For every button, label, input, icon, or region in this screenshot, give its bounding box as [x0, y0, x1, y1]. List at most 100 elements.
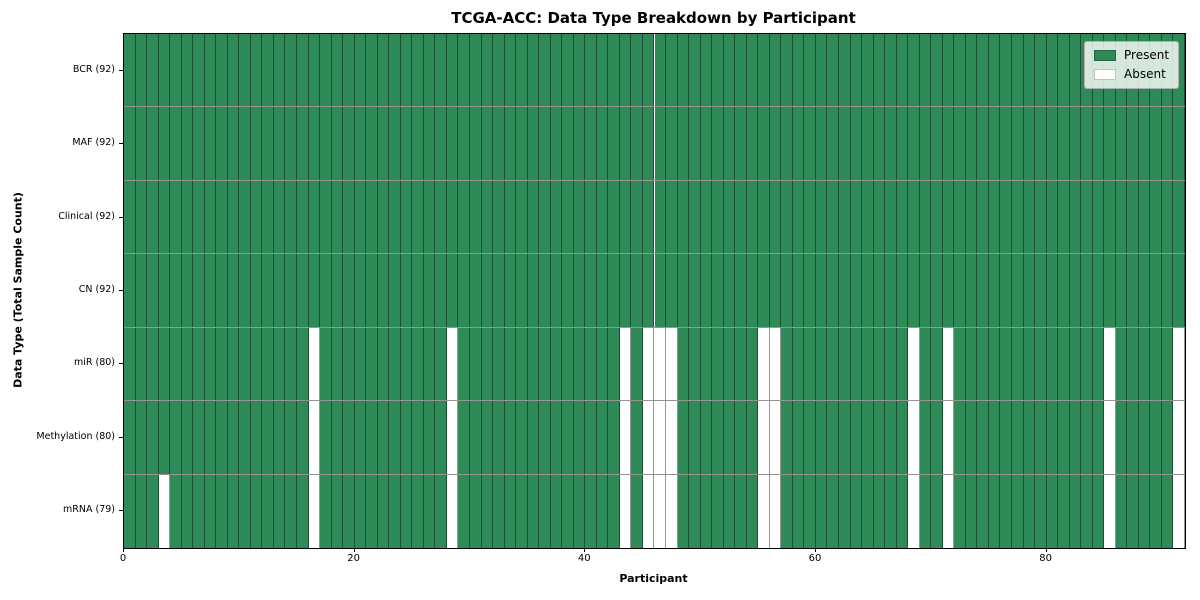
matrix-cell: [435, 34, 447, 107]
y-tick-mark: [119, 69, 123, 71]
matrix-cell: [885, 401, 897, 474]
matrix-cell: [677, 107, 690, 180]
matrix-cell: [735, 34, 747, 107]
matrix-cell: [250, 474, 263, 548]
matrix-cell: [1058, 254, 1070, 327]
matrix-cell: [400, 180, 413, 254]
matrix-cell: [469, 107, 482, 180]
matrix-cell: [1023, 180, 1036, 254]
y-tick-mark: [119, 290, 123, 291]
y-tick-label-clinical: Clinical (92): [58, 210, 115, 222]
matrix-cell: [873, 474, 886, 548]
matrix-cell: [1173, 180, 1185, 254]
matrix-cell: [527, 107, 540, 180]
matrix-cell: [804, 34, 816, 107]
matrix-cell: [769, 474, 782, 548]
matrix-cell: [493, 180, 505, 254]
matrix-cell: [666, 254, 678, 327]
matrix-cell: [908, 180, 920, 254]
matrix-cell: [216, 254, 228, 327]
matrix-cell: [181, 107, 194, 180]
legend-label-present: Present: [1124, 48, 1170, 62]
matrix-cell: [965, 107, 978, 180]
matrix-cell: [493, 107, 505, 180]
matrix-cell: [239, 327, 251, 401]
matrix-cell: [792, 34, 805, 107]
matrix-cell: [446, 474, 459, 548]
matrix-cell: [273, 327, 286, 401]
matrix-cell: [758, 474, 770, 548]
matrix-cell: [942, 107, 955, 180]
matrix-cell: [1058, 401, 1070, 474]
matrix-cell: [758, 254, 770, 327]
matrix-cell: [781, 327, 793, 401]
matrix-cell: [285, 327, 297, 401]
matrix-cell: [412, 107, 424, 180]
matrix-cell: [735, 401, 747, 474]
matrix-cell: [366, 34, 378, 107]
matrix-cell: [204, 107, 217, 180]
matrix-cell: [1092, 327, 1105, 401]
x-tick-mark: [353, 548, 355, 552]
matrix-cell: [619, 401, 632, 474]
matrix-cell: [1069, 34, 1082, 107]
matrix-cell: [296, 107, 309, 180]
matrix-cell: [1023, 474, 1036, 548]
matrix-cell: [250, 107, 263, 180]
matrix-cell: [585, 107, 597, 180]
matrix-cell: [504, 180, 517, 254]
matrix-cell: [896, 107, 909, 180]
matrix-cell: [435, 180, 447, 254]
matrix-cell: [1035, 107, 1047, 180]
matrix-cell: [1161, 474, 1174, 548]
matrix-cell: [366, 107, 378, 180]
matrix-cell: [977, 474, 989, 548]
matrix-cell: [781, 254, 793, 327]
matrix-cell: [965, 401, 978, 474]
matrix-cell: [700, 107, 713, 180]
matrix-cell: [1000, 401, 1012, 474]
matrix-cell: [1023, 34, 1036, 107]
matrix-cell: [1173, 254, 1185, 327]
matrix-cell: [723, 107, 736, 180]
matrix-cell: [273, 107, 286, 180]
matrix-cell: [746, 180, 759, 254]
matrix-cell: [908, 401, 920, 474]
matrix-cell: [262, 34, 274, 107]
matrix-cell: [250, 401, 263, 474]
x-tick-mark: [584, 548, 586, 552]
matrix-cell: [1081, 180, 1093, 254]
matrix-cell: [689, 474, 701, 548]
matrix-cell: [619, 180, 632, 254]
matrix-cell: [769, 401, 782, 474]
matrix-cell: [839, 107, 851, 180]
matrix-cell: [931, 401, 943, 474]
matrix-cell: [343, 180, 355, 254]
matrix-cell: [493, 474, 505, 548]
matrix-cell: [527, 254, 540, 327]
matrix-cell: [654, 34, 667, 107]
matrix-cell: [412, 34, 424, 107]
matrix-cell: [654, 180, 667, 254]
matrix-cell: [308, 34, 321, 107]
matrix-cell: [1012, 254, 1024, 327]
matrix-cell: [216, 180, 228, 254]
matrix-cell: [1000, 34, 1012, 107]
matrix-cell: [389, 254, 401, 327]
matrix-cell: [400, 107, 413, 180]
matrix-cell: [1069, 474, 1082, 548]
matrix-cell: [608, 107, 620, 180]
matrix-cell: [654, 401, 667, 474]
matrix-cell: [1138, 327, 1151, 401]
legend-swatch-absent: [1094, 69, 1116, 80]
x-tick-label: 0: [119, 553, 127, 564]
matrix-cell: [642, 401, 655, 474]
matrix-cell: [619, 474, 632, 548]
matrix-cell: [988, 34, 1001, 107]
matrix-cell: [562, 401, 574, 474]
matrix-cell: [723, 34, 736, 107]
matrix-cell: [423, 401, 436, 474]
matrix-cell: [550, 254, 563, 327]
matrix-cell: [1046, 474, 1059, 548]
matrix-cell: [550, 34, 563, 107]
